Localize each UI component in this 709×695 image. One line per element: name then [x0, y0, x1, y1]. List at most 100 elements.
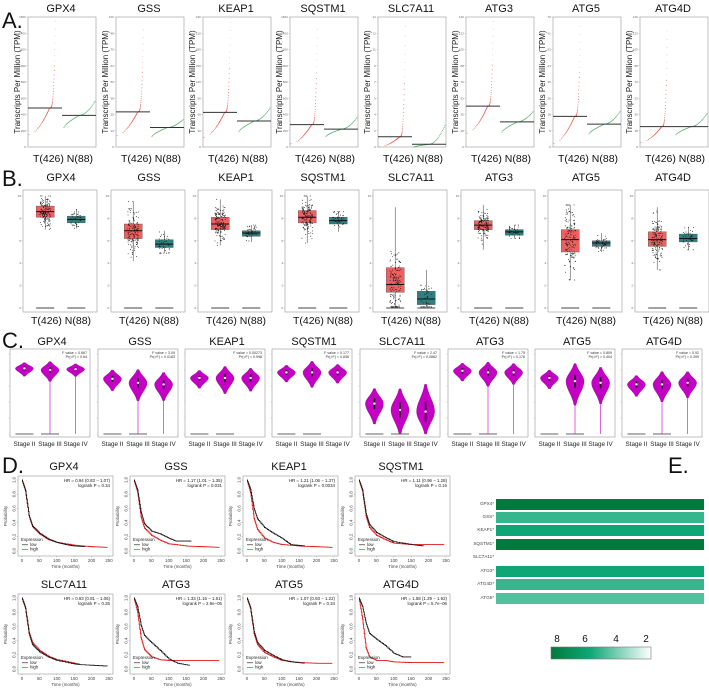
- tumor-point: [655, 235, 657, 237]
- tumor-point: [43, 209, 45, 211]
- tumor-point: [486, 217, 488, 219]
- tumor-point: [646, 140, 648, 141]
- normal-point: [423, 306, 425, 308]
- stage-label: Stage II: [364, 441, 386, 448]
- tumor-point: [227, 99, 229, 101]
- violin-median: [599, 381, 602, 384]
- normal-point: [332, 216, 334, 218]
- heatmap-cell-atg4d: [496, 579, 704, 590]
- legend-entry-low: low: [30, 542, 37, 547]
- tumor-point: [479, 220, 481, 222]
- y-tick-label: 0.4: [124, 519, 129, 526]
- normal-point: [70, 218, 72, 220]
- plot-frame: [284, 189, 360, 313]
- tumor-point: [653, 240, 655, 242]
- tumor-point: [466, 132, 468, 134]
- y-tick-label: 0.2: [349, 533, 354, 540]
- tumor-point: [393, 297, 395, 299]
- normal-point: [76, 116, 78, 118]
- normal-point: [163, 128, 165, 130]
- y-axis-label: Probability: [228, 505, 233, 526]
- tumor-point: [652, 248, 654, 250]
- heatmap-cell-gpx4: [496, 499, 704, 510]
- tumor-point: [393, 287, 395, 289]
- tumor-point: [564, 134, 565, 136]
- normal-point: [77, 216, 79, 218]
- tumor-point: [485, 228, 487, 230]
- tumor-point: [215, 126, 217, 128]
- normal-point: [433, 141, 435, 143]
- tumor-point: [217, 228, 219, 230]
- normal-point: [159, 252, 161, 254]
- normal-point: [78, 211, 80, 213]
- tumor-point: [483, 230, 485, 232]
- normal-point: [703, 117, 705, 119]
- normal-point: [65, 123, 67, 125]
- x-tick-label: 50: [149, 676, 154, 681]
- normal-point: [161, 129, 163, 131]
- tumor-point: [482, 230, 484, 232]
- tumor-point: [567, 213, 569, 215]
- tumor-point: [489, 101, 491, 103]
- tumor-point: [127, 241, 129, 243]
- normal-point: [677, 132, 679, 134]
- normal-point: [342, 217, 344, 219]
- tumor-point: [571, 230, 573, 232]
- stage-label: Stage III: [300, 441, 324, 448]
- y-tick-label: 70: [460, 80, 464, 84]
- tumor-point: [572, 254, 574, 255]
- gene-title: SLC7A11: [379, 336, 425, 348]
- tumor-point: [217, 232, 219, 234]
- tumor-point: [52, 97, 54, 99]
- gene-title: GPX4: [37, 336, 66, 348]
- normal-point: [166, 252, 168, 254]
- tumor-point: [653, 241, 655, 243]
- tumor-point: [568, 204, 570, 206]
- tumor-point: [394, 280, 396, 282]
- x-tick-label: 200: [200, 558, 208, 563]
- normal-point: [165, 246, 167, 248]
- tumor-point: [315, 77, 317, 79]
- tumor-point: [656, 241, 658, 243]
- tumor-point: [128, 223, 130, 225]
- plot-frame: [22, 189, 98, 313]
- tumor-point: [132, 240, 134, 242]
- normal-point: [346, 127, 348, 129]
- tumor-point: [134, 239, 136, 241]
- panel-a-atg4d: ATG4D Transcripts Per Million (TPM) 0 18 35 5…: [622, 2, 709, 167]
- tumor-point: [660, 235, 662, 237]
- tumor-point: [49, 205, 50, 207]
- normal-point: [603, 244, 604, 246]
- tumor-point: [137, 229, 139, 231]
- tumor-point: [649, 138, 651, 140]
- tumor-point: [567, 204, 569, 206]
- normal-point: [77, 213, 78, 215]
- normal-point: [160, 246, 162, 248]
- tumor-point: [42, 212, 44, 214]
- normal-point: [612, 119, 614, 121]
- f-value-annotation: F value = 0.177: [324, 351, 349, 355]
- tumor-point: [478, 122, 480, 124]
- normal-point: [530, 113, 532, 114]
- tumor-point: [128, 208, 130, 210]
- y-tick-label: 70: [547, 15, 551, 19]
- tumor-point: [217, 208, 219, 210]
- tumor-point: [40, 195, 42, 197]
- violin-median: [162, 383, 165, 386]
- y-tick-label: 38: [110, 96, 114, 100]
- y-tick-label: 53: [460, 96, 464, 100]
- tumor-point: [660, 269, 662, 271]
- tumor-point: [658, 244, 660, 246]
- tumor-point: [491, 80, 493, 82]
- tumor-point: [480, 221, 482, 223]
- plot-frame: [359, 348, 441, 438]
- y-tick-label: 88: [110, 31, 114, 35]
- normal-point: [80, 215, 81, 217]
- tumor-point: [392, 274, 394, 275]
- normal-point: [429, 303, 431, 305]
- tumor-point: [391, 287, 393, 289]
- tumor-point: [42, 120, 44, 122]
- colorbar: [550, 646, 652, 660]
